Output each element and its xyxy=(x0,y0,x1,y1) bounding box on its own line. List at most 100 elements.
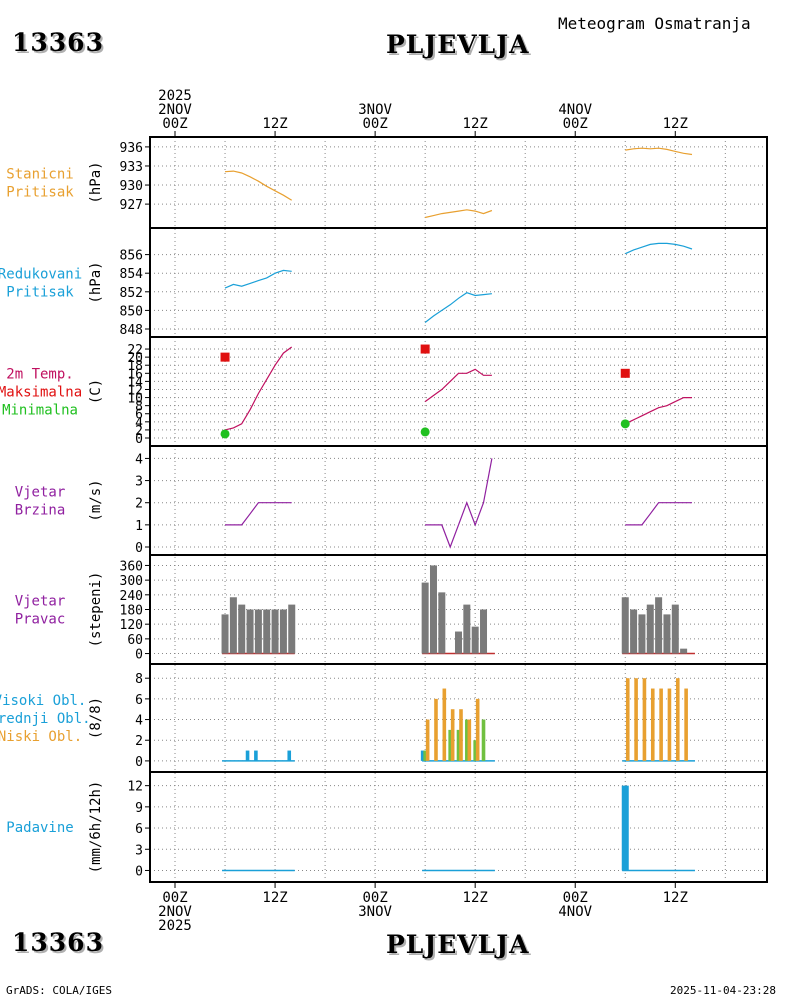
y-tick-label: 927 xyxy=(120,198,143,213)
panel-frame xyxy=(149,445,768,556)
panel-wind_speed: 0 1 2 3 4 (m/s) Vjetar Brzina xyxy=(15,445,768,556)
y-tick-label: 300 xyxy=(120,574,143,589)
y-tick-label: 852 xyxy=(120,286,143,301)
y-tick-label: 12 xyxy=(127,780,143,795)
y-axis-label: (hPa) xyxy=(88,261,104,303)
bar xyxy=(442,688,447,761)
x-tick-label-top: 12Z xyxy=(463,116,488,132)
bar xyxy=(450,709,455,761)
y-tick-label: 0 xyxy=(135,648,143,663)
x-tick-label-top: 00Z xyxy=(362,116,387,132)
series-line xyxy=(425,458,493,549)
footer-credit: GrADS: COLA/IGES xyxy=(6,984,112,997)
series-line xyxy=(224,346,293,431)
series-line xyxy=(424,292,492,323)
x-tick-label-bottom: 12Z xyxy=(463,890,488,906)
bar xyxy=(621,597,629,654)
y-tick-label: 16 xyxy=(127,367,143,382)
panel-label: Stanicni xyxy=(6,167,73,183)
meteogram-title: Meteogram Osmatranja xyxy=(558,14,751,33)
y-tick-label: 6 xyxy=(135,408,143,423)
bar xyxy=(463,604,471,654)
bar xyxy=(684,688,688,761)
bar xyxy=(655,597,663,654)
y-tick-label: 9 xyxy=(135,801,143,816)
min-temp-marker xyxy=(220,429,230,439)
y-tick-label: 8 xyxy=(135,400,143,415)
station-id-bottom: 13363 xyxy=(12,928,104,957)
y-tick-label: 930 xyxy=(120,179,143,194)
bar xyxy=(467,719,472,761)
y-tick-label: 3 xyxy=(135,475,143,490)
x-tick-label-top: 4NOV xyxy=(558,102,592,118)
x-tick-label-bottom: 4NOV xyxy=(558,904,592,920)
bar xyxy=(621,785,629,871)
y-tick-label: 120 xyxy=(120,618,143,633)
bar xyxy=(671,604,679,654)
bar xyxy=(680,648,688,654)
station-name-bottom: PLJEVLJA xyxy=(386,930,530,959)
y-tick-label: 0 xyxy=(135,755,143,770)
panel-label: Redukovani xyxy=(0,267,82,283)
panel-label: 2m Temp. xyxy=(6,367,73,383)
bar xyxy=(448,729,452,761)
series-line xyxy=(424,209,493,219)
panel-label: Srednji Obl. xyxy=(0,711,91,727)
x-tick-label-top: 2025 xyxy=(158,88,192,104)
bar xyxy=(480,609,488,654)
vertical-gridlines xyxy=(174,137,726,882)
y-tick-label: 2 xyxy=(135,734,143,749)
y-tick-label: 18 xyxy=(127,359,143,374)
bar xyxy=(659,688,663,761)
min-temp-marker xyxy=(620,419,630,429)
bar xyxy=(221,614,229,654)
panel-label: Minimalna xyxy=(2,403,78,419)
x-tick-label-bottom: 00Z xyxy=(563,890,588,906)
bar xyxy=(638,614,646,654)
series-line xyxy=(424,368,492,403)
y-tick-label: 0 xyxy=(135,541,143,556)
y-tick-label: 20 xyxy=(127,351,143,366)
panel-label: Padavine xyxy=(6,820,73,836)
bar xyxy=(245,750,250,761)
y-axis-label: (8/8) xyxy=(88,697,104,739)
bar xyxy=(254,609,262,654)
panel-label: Maksimalna xyxy=(0,385,82,401)
panel-station_pressure: 927 930 933 936 (hPa) Stanicni Pritisak xyxy=(6,136,768,229)
bar xyxy=(475,698,480,761)
bar xyxy=(481,719,486,761)
panel-label: Brzina xyxy=(15,503,66,519)
bar xyxy=(279,609,287,654)
x-tick-label-bottom: 2025 xyxy=(158,918,192,934)
x-tick-label-top: 2NOV xyxy=(158,102,192,118)
bar xyxy=(420,750,425,761)
bar xyxy=(425,719,430,761)
panel-reduced_pressure: 848 850 852 854 856 (hPa) Redukovani Pritisak xyxy=(0,227,768,338)
x-tick-label-top: 00Z xyxy=(563,116,588,132)
panel-label: Pravac xyxy=(15,612,66,628)
max-temp-marker xyxy=(620,368,630,378)
y-tick-label: 180 xyxy=(120,604,143,619)
y-tick-label: 1 xyxy=(135,519,143,534)
panel-label: Vjetar xyxy=(15,594,66,610)
bar xyxy=(459,709,463,761)
series-line xyxy=(224,170,293,201)
station-id-top: 13363 xyxy=(12,28,104,57)
series-line xyxy=(625,147,693,156)
y-tick-label: 240 xyxy=(120,589,143,604)
bar xyxy=(471,626,479,654)
panel-precipitation: 0 3 6 9 12 (mm/6h/12h) Padavine xyxy=(6,771,768,883)
bar xyxy=(675,678,680,761)
y-axis-label: (hPa) xyxy=(88,161,104,203)
panel-label: Niski Obl. xyxy=(0,729,82,745)
y-tick-label: 14 xyxy=(127,375,143,390)
x-tick-label-top: 12Z xyxy=(262,116,287,132)
y-tick-label: 933 xyxy=(120,160,143,175)
y-axis-label: (mm/6h/12h) xyxy=(88,781,104,874)
bar xyxy=(254,750,258,761)
y-tick-label: 8 xyxy=(135,672,143,687)
panel-label: Pritisak xyxy=(6,185,74,201)
y-tick-label: 936 xyxy=(120,141,143,156)
